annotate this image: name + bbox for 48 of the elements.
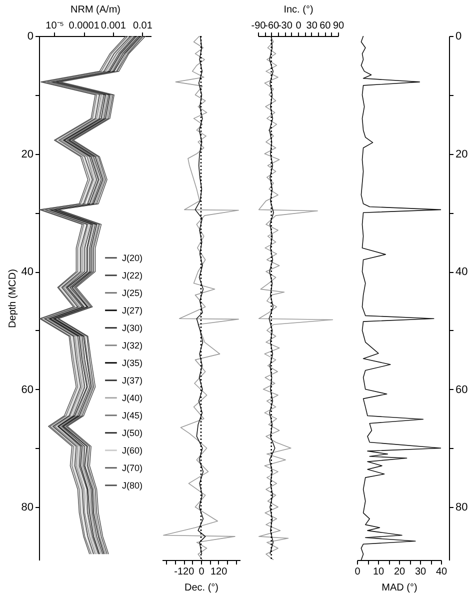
y-tick-label: 40 (456, 266, 468, 278)
legend-label: J(37) (122, 375, 142, 386)
x-axis-title: Dec. (°) (184, 582, 218, 594)
x-tick-label: 0 (296, 20, 302, 32)
x-tick-label: -60 (264, 20, 280, 32)
legend-label: J(30) (122, 322, 142, 333)
legend-label: J(20) (122, 252, 142, 263)
x-tick-label: 10 (372, 566, 384, 578)
x-axis-title: Inc. (°) (284, 4, 314, 16)
x-tick-label: 30 (306, 20, 318, 32)
x-tick-label: 0.01 (132, 20, 153, 32)
legend-label: J(35) (122, 358, 142, 368)
x-tick-label: 90 (332, 20, 344, 32)
x-tick-label: 0 (354, 566, 361, 578)
legend-label: J(80) (122, 480, 142, 490)
x-tick-label: 10⁻⁵ (46, 20, 64, 32)
legend-label: J(25) (122, 288, 142, 298)
y-axis-title: Depth (MCD) (7, 269, 18, 328)
x-tick-label: 0.001 (100, 20, 126, 32)
x-tick-label: 0.0001 (68, 20, 100, 32)
legend-label: J(45) (122, 410, 142, 420)
x-tick-label: 30 (414, 566, 426, 578)
legend-label: J(22) (122, 270, 142, 280)
legend-label: J(50) (122, 428, 142, 438)
legend-label: J(32) (122, 340, 142, 350)
x-tick-label: 0 (198, 566, 205, 578)
legend-label: J(70) (122, 462, 142, 473)
y-tick-label: 60 (21, 384, 34, 396)
legend-label: J(40) (122, 392, 142, 403)
x-tick-label: -120 (174, 566, 195, 578)
y-tick-label: 80 (456, 502, 468, 514)
legend-label: J(60) (122, 445, 142, 456)
x-tick-label: 60 (320, 20, 332, 32)
x-axis-title: MAD (°) (382, 582, 418, 594)
y-tick-label: 60 (456, 384, 468, 396)
y-tick-label: 20 (21, 148, 34, 160)
x-tick-label: 40 (436, 566, 448, 578)
x-tick-label: 120 (210, 566, 228, 578)
y-tick-label: 80 (21, 502, 34, 514)
y-tick-label: 0 (27, 30, 34, 42)
x-tick-label: 20 (394, 566, 406, 578)
x-tick-label: -90 (251, 20, 266, 32)
y-tick-label: 20 (456, 148, 468, 160)
x-axis-title: NRM (A/m) (70, 4, 120, 16)
x-tick-label: -30 (278, 20, 293, 32)
y-tick-label: 0 (456, 30, 462, 42)
y-tick-label: 40 (21, 266, 34, 278)
legend-label: J(27) (122, 305, 142, 316)
